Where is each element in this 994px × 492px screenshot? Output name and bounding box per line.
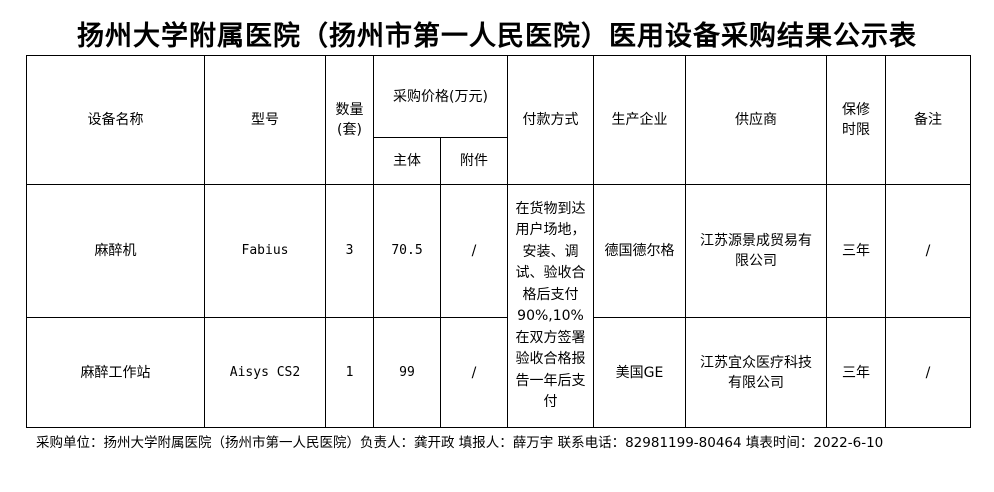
header-qty: 数量(套): [325, 55, 374, 185]
cell-remark: /: [885, 184, 971, 318]
page-title: 扬州大学附属医院（扬州市第一人民医院）医用设备采购结果公示表: [77, 21, 917, 52]
cell-warranty: 三年: [826, 184, 886, 318]
cell-manufacturer: 德国德尔格: [593, 184, 686, 318]
cell-name: 麻醉工作站: [26, 317, 205, 428]
cell-remark: /: [885, 317, 971, 428]
table-row: 麻醉机 Fabius 3 70.5 / 在货物到达用户场地，安装、调试、验收合格…: [26, 184, 971, 428]
cell-price-accessory: /: [440, 184, 508, 318]
header-supplier: 供应商: [685, 55, 827, 185]
header-price: 采购价格(万元): [373, 55, 508, 138]
cell-price-accessory: /: [440, 317, 508, 428]
cell-qty: 3: [325, 184, 374, 318]
cell-supplier: 江苏宜众医疗科技有限公司: [685, 317, 827, 428]
cell-price-main: 99: [373, 317, 441, 428]
cell-model: Aisys CS2: [204, 317, 326, 428]
cell-manufacturer: 美国GE: [593, 317, 686, 428]
table-row: 麻醉工作站 Aisys CS2 1 99 / 美国GE 江苏宜众医疗科技有限公司…: [26, 317, 971, 428]
header-model: 型号: [204, 55, 326, 185]
cell-qty: 1: [325, 317, 374, 428]
header-price-accessory: 附件: [440, 137, 508, 185]
cell-price-main: 70.5: [373, 184, 441, 318]
procurement-table: 设备名称 型号 数量(套) 采购价格(万元) 付款方式 生产企业 供应商 保修时…: [26, 55, 971, 428]
cell-name: 麻醉机: [26, 184, 205, 318]
cell-supplier: 江苏源景成贸易有限公司: [685, 184, 827, 318]
header-payment: 付款方式: [507, 55, 594, 185]
header-remark: 备注: [885, 55, 971, 185]
cell-model: Fabius: [204, 184, 326, 318]
cell-warranty: 三年: [826, 317, 886, 428]
header-manufacturer: 生产企业: [593, 55, 686, 185]
footer-info: 采购单位：扬州大学附属医院（扬州市第一人民医院）负责人：龚开政 填报人：薛万宇 …: [36, 435, 884, 451]
header-price-main: 主体: [373, 137, 441, 185]
header-warranty: 保修时限: [826, 55, 886, 185]
header-name: 设备名称: [26, 55, 205, 185]
cell-payment: 在货物到达用户场地，安装、调试、验收合格后支付 90%,10%在双方签署验收合格…: [507, 184, 594, 428]
